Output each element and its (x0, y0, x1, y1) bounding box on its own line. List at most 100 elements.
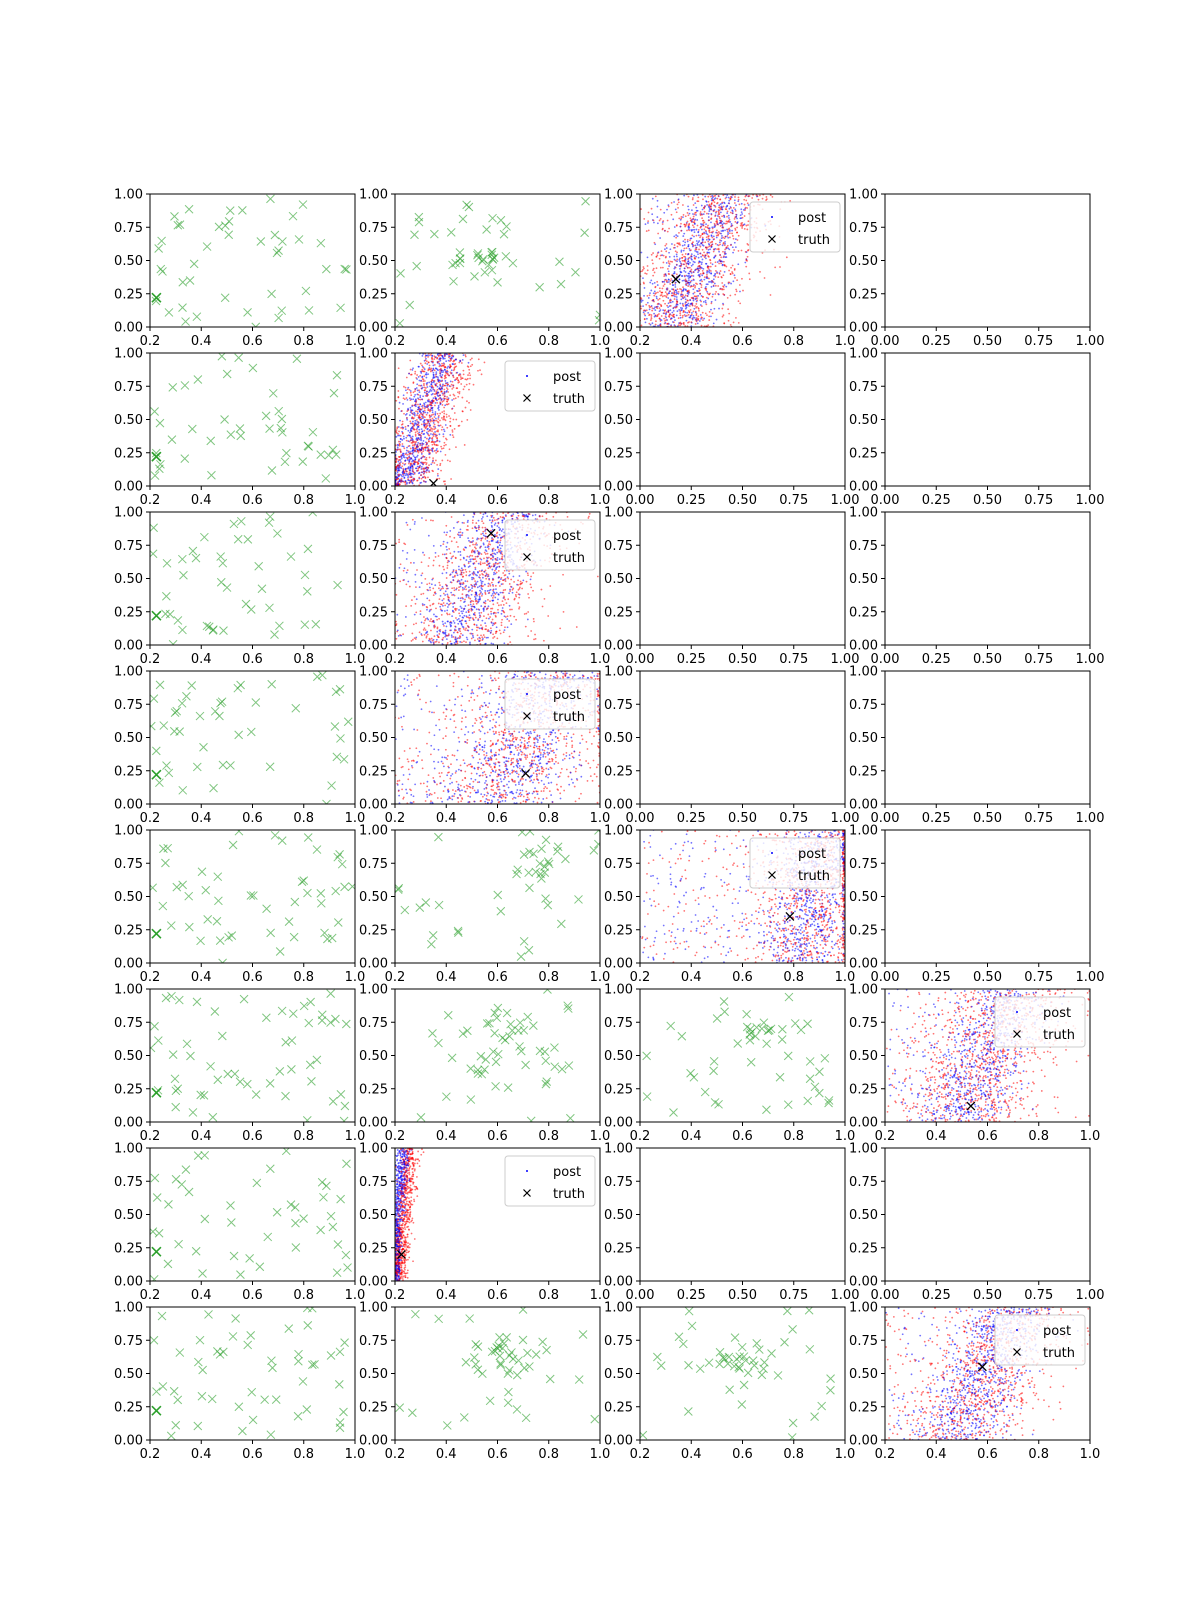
posterior-sample (676, 288, 679, 291)
posterior-sample (588, 515, 590, 518)
posterior-sample (684, 225, 687, 228)
posterior-sample (655, 295, 658, 298)
posterior-sample (395, 476, 397, 479)
posterior-sample (503, 615, 506, 618)
posterior-sample (496, 566, 499, 568)
posterior-sample (430, 386, 433, 389)
y-tick-label: 0.50 (359, 254, 388, 269)
posterior-sample (455, 418, 458, 421)
sample-point (254, 561, 264, 571)
posterior-sample (671, 294, 674, 297)
posterior-sample (719, 288, 722, 290)
posterior-sample (484, 590, 487, 592)
posterior-sample (435, 615, 438, 618)
posterior-sample (480, 518, 483, 520)
posterior-sample (452, 398, 455, 400)
posterior-sample (426, 363, 429, 365)
posterior-sample (425, 382, 428, 385)
sample-point (222, 369, 232, 379)
posterior-sample (499, 547, 502, 550)
sample-point (581, 196, 590, 206)
posterior-sample (415, 446, 418, 449)
posterior-sample (700, 278, 703, 281)
posterior-sample (655, 305, 658, 308)
sample-point (192, 312, 202, 322)
sample-point (267, 466, 277, 475)
posterior-sample (530, 630, 533, 632)
posterior-sample (575, 626, 578, 628)
posterior-sample (468, 614, 471, 617)
posterior-sample (500, 530, 503, 532)
posterior-sample (501, 528, 504, 531)
subplot-r1c2: 0.2 0.4 0.6 0.8 1.00.000.250.500.751.00 (359, 188, 610, 350)
sample-point (218, 558, 228, 568)
posterior-sample (461, 396, 464, 399)
posterior-sample (503, 569, 506, 572)
posterior-sample (741, 227, 744, 229)
posterior-sample (456, 533, 459, 536)
posterior-sample (526, 572, 529, 575)
posterior-sample (691, 197, 694, 199)
posterior-sample (395, 623, 398, 625)
posterior-sample (461, 534, 464, 537)
x-tick-label: 0.8 (538, 493, 559, 508)
posterior-sample (465, 528, 468, 531)
posterior-sample (741, 213, 744, 215)
axes-frame (884, 352, 1091, 487)
posterior-sample (429, 419, 432, 422)
sample-point (275, 621, 284, 631)
sample-point (302, 586, 312, 596)
posterior-sample (408, 414, 411, 416)
posterior-sample (450, 478, 453, 480)
posterior-sample (417, 376, 420, 378)
posterior-sample (438, 617, 440, 620)
posterior-sample (690, 253, 693, 256)
posterior-sample (518, 606, 521, 609)
posterior-sample (649, 281, 652, 284)
posterior-sample (464, 406, 467, 409)
posterior-sample (671, 279, 674, 282)
posterior-sample (740, 211, 743, 214)
posterior-sample (417, 442, 420, 444)
posterior-sample (677, 290, 680, 293)
posterior-sample (480, 624, 482, 627)
posterior-sample (479, 579, 482, 582)
posterior-sample (410, 394, 413, 397)
posterior-sample (730, 282, 732, 285)
posterior-sample (729, 211, 732, 214)
posterior-sample (462, 514, 465, 517)
posterior-sample (704, 205, 706, 207)
posterior-sample (421, 634, 423, 637)
posterior-sample (471, 587, 473, 589)
sample-point (229, 519, 239, 529)
sample-point (243, 535, 253, 544)
posterior-sample (446, 595, 449, 598)
y-tick-label: 0.25 (114, 605, 143, 620)
posterior-sample (426, 443, 428, 446)
posterior-sample (714, 197, 717, 200)
posterior-sample (502, 591, 505, 594)
x-tick-label: 0.4 (436, 334, 457, 349)
posterior-sample (743, 198, 746, 201)
posterior-sample (425, 360, 428, 363)
posterior-sample (426, 606, 429, 609)
posterior-sample (451, 387, 454, 390)
posterior-sample (493, 524, 496, 526)
sample-point (277, 414, 287, 424)
posterior-sample (412, 451, 415, 454)
posterior-sample (439, 584, 441, 587)
posterior-sample (694, 311, 697, 314)
posterior-sample (721, 215, 724, 218)
posterior-sample (454, 397, 457, 400)
posterior-sample (401, 439, 404, 441)
posterior-sample (508, 570, 510, 573)
posterior-sample (477, 598, 480, 601)
posterior-sample (414, 573, 417, 576)
posterior-sample (701, 274, 704, 277)
sample-point (294, 235, 304, 244)
posterior-sample (721, 315, 724, 318)
posterior-sample (401, 465, 404, 468)
sample-point (202, 621, 212, 631)
posterior-sample (426, 617, 429, 620)
